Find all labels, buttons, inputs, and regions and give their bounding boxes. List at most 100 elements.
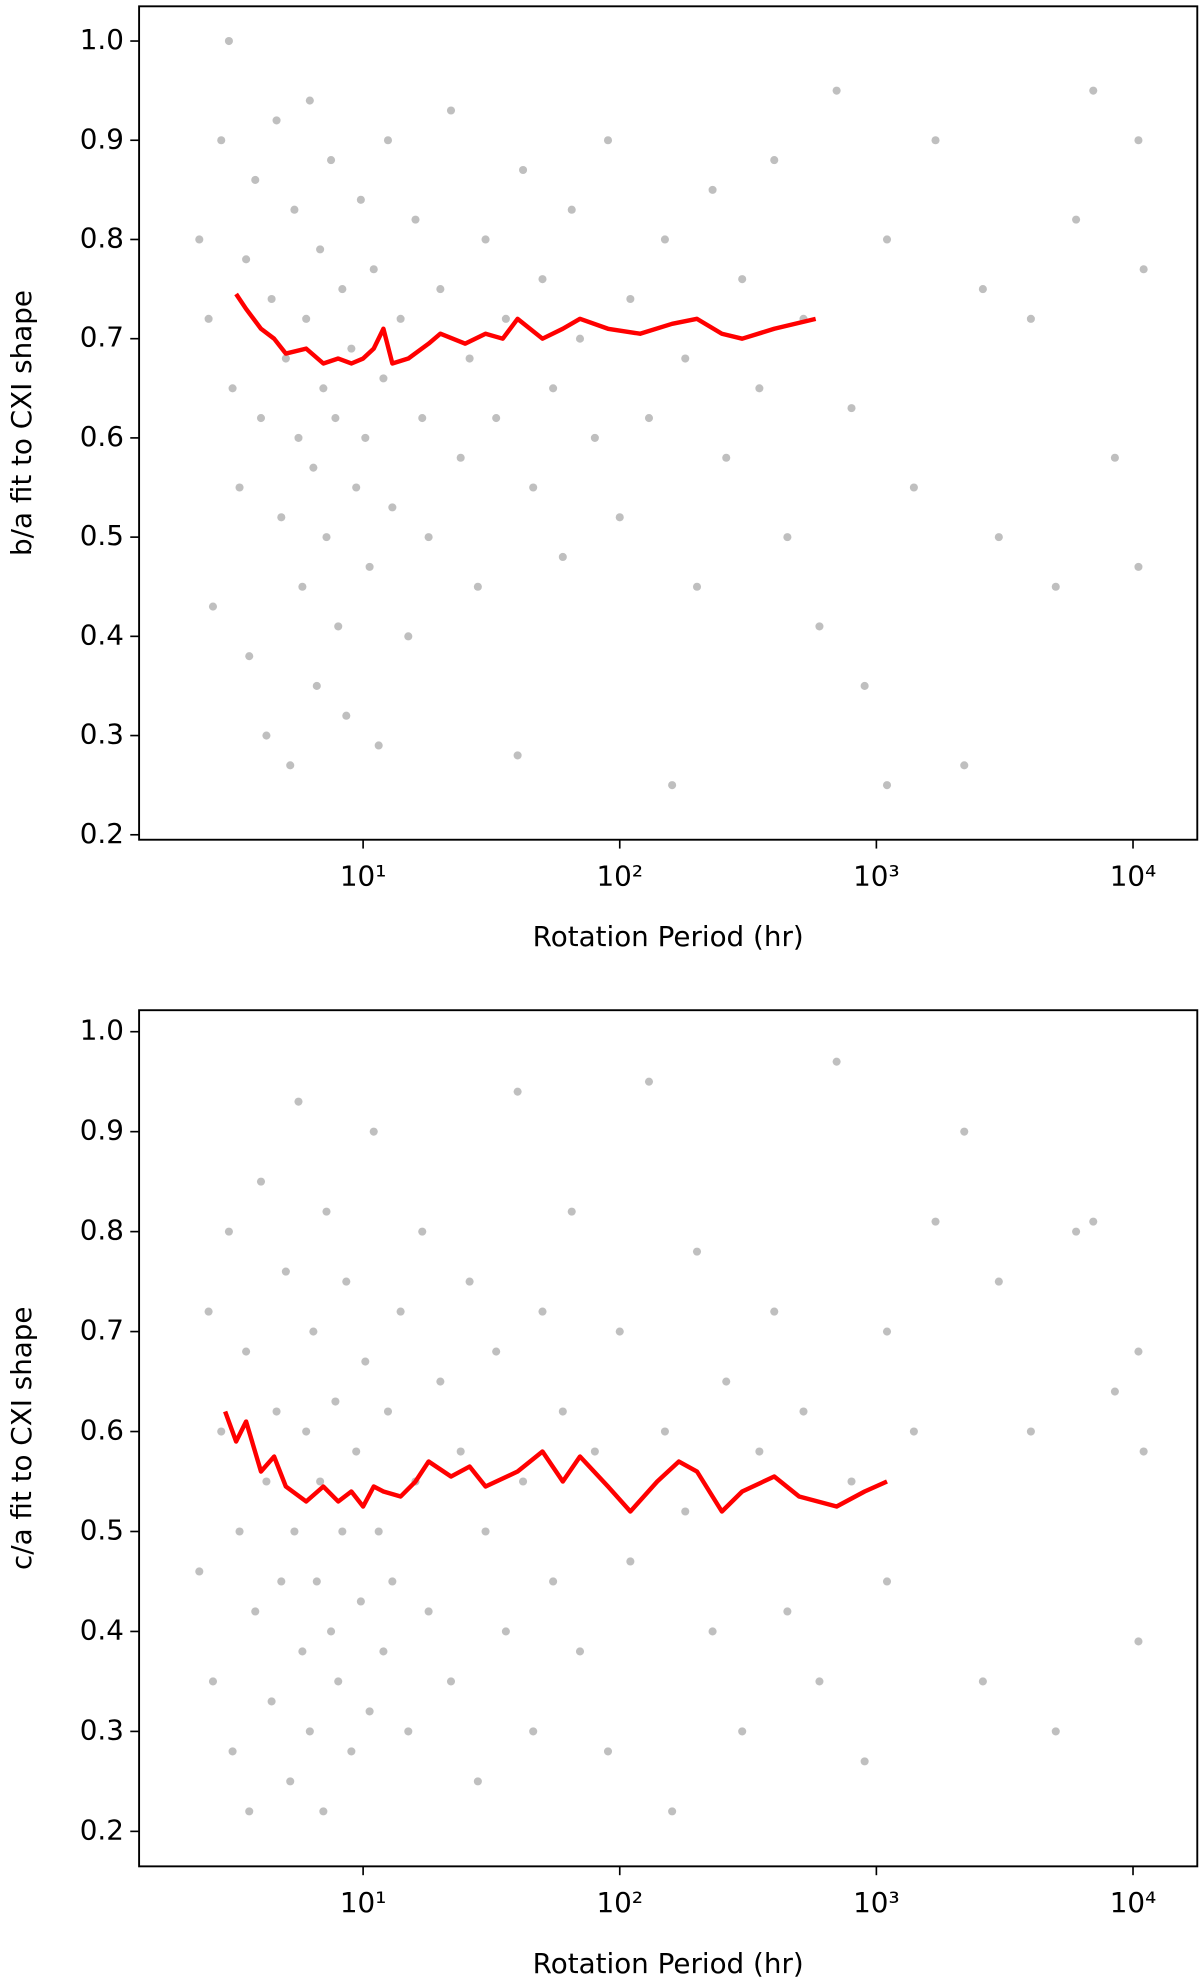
scatter-point: [1089, 1217, 1098, 1226]
y-tick-label: 0.8: [80, 1214, 124, 1247]
scatter-point: [319, 1807, 328, 1816]
y-tick-label: 0.8: [80, 221, 124, 254]
scatter-point: [388, 503, 397, 512]
y-axis-label: b/a fit to CXI shape: [5, 290, 38, 556]
scatter-point: [492, 414, 501, 423]
y-axis-label: c/a fit to CXI shape: [5, 1306, 38, 1570]
scatter-point: [960, 1127, 969, 1136]
scatter-point: [1089, 86, 1098, 95]
scatter-point: [224, 1227, 233, 1236]
scatter-point: [294, 1097, 303, 1106]
scatter-point: [281, 1267, 290, 1276]
scatter-point: [668, 781, 677, 790]
scatter-point: [465, 354, 474, 363]
scatter-point: [352, 483, 361, 492]
scatter-point: [342, 1277, 351, 1286]
scatter-point: [994, 533, 1003, 542]
scatter-point: [379, 374, 388, 383]
scatter-point: [374, 741, 383, 750]
y-tick-label: 0.6: [80, 420, 124, 453]
scatter-point: [242, 1347, 251, 1356]
x-axis-label: Rotation Period (hr): [533, 1947, 804, 1980]
scatter-point: [302, 314, 311, 323]
scatter-point: [331, 1397, 340, 1406]
scatter-point: [770, 156, 779, 165]
scatter-point: [256, 414, 266, 423]
y-tick-label: 0.5: [80, 519, 124, 552]
scatter-point: [242, 255, 251, 264]
scatter-point: [411, 215, 420, 224]
scatter-point: [224, 36, 233, 46]
x-tick-label: 10⁴: [1110, 860, 1156, 893]
scatter-point: [342, 711, 351, 720]
scatter-point: [708, 1627, 717, 1636]
scatter-point: [217, 136, 226, 145]
scatter-point: [1026, 314, 1035, 323]
scatter-point: [334, 1677, 343, 1686]
scatter-point: [783, 1607, 792, 1616]
scatter-point: [446, 1677, 456, 1686]
scatter-point: [644, 1077, 654, 1086]
scatter-point: [519, 1477, 528, 1486]
scatter-point: [615, 513, 624, 522]
scatter-point: [909, 483, 918, 492]
scatter-point: [1026, 1427, 1035, 1436]
scatter-point: [298, 582, 307, 591]
scatter-point: [626, 294, 635, 304]
scatter-point: [882, 1327, 892, 1336]
scatter-point: [436, 1377, 445, 1386]
scatter-point: [708, 185, 717, 194]
scatter-point: [501, 1627, 510, 1636]
scatter-point: [668, 1807, 677, 1816]
scatter-point: [931, 1217, 940, 1226]
scatter-point: [322, 533, 331, 542]
scatter-point: [931, 136, 940, 145]
scatter-point: [847, 1477, 856, 1486]
scatter-point: [738, 1727, 747, 1736]
scatter-point: [404, 1727, 413, 1736]
y-tick-label: 0.3: [80, 1713, 124, 1746]
scatter-point: [235, 483, 244, 492]
scatter-point: [644, 414, 654, 423]
scatter-point: [1139, 265, 1148, 274]
scatter-point: [235, 1527, 244, 1536]
scatter-point: [327, 1627, 336, 1636]
scatter-point: [418, 1227, 427, 1236]
scatter-point: [1134, 136, 1143, 145]
scatter-point: [277, 513, 286, 522]
scatter-point: [361, 1357, 370, 1366]
scatter-point: [1134, 562, 1143, 571]
scatter-point: [755, 1447, 764, 1456]
scatter-point: [815, 1677, 824, 1686]
scatter-point: [204, 1307, 213, 1316]
scatter-point: [262, 731, 271, 740]
scatter-point: [603, 1747, 613, 1756]
scatter-point: [347, 344, 356, 353]
scatter-point: [277, 1577, 286, 1586]
scatter-point: [575, 1647, 585, 1656]
scatter-point: [305, 1727, 314, 1736]
scatter-point: [1110, 453, 1119, 462]
scatter-point: [312, 681, 321, 690]
scatter-point: [860, 1757, 869, 1766]
y-tick-label: 0.9: [80, 1114, 124, 1147]
scatter-point: [860, 681, 869, 690]
y-tick-label: 0.7: [80, 321, 124, 354]
scatter-point: [832, 1057, 841, 1066]
x-tick-label: 10⁴: [1110, 1886, 1156, 1919]
x-tick-label: 10³: [853, 860, 899, 893]
scatter-point: [994, 1277, 1003, 1286]
scatter-point: [369, 1127, 378, 1136]
scatter-point: [549, 384, 558, 393]
scatter-point: [334, 622, 343, 631]
running-median-line: [234, 292, 817, 366]
scatter-point: [365, 1707, 374, 1716]
scatter-point: [882, 781, 892, 790]
scatter-point: [590, 1447, 599, 1456]
scatter-point: [195, 235, 204, 244]
scatter-point: [1072, 215, 1081, 224]
scatter-point: [558, 552, 567, 562]
scatter-point: [204, 314, 213, 323]
scatter-point: [978, 1677, 987, 1686]
